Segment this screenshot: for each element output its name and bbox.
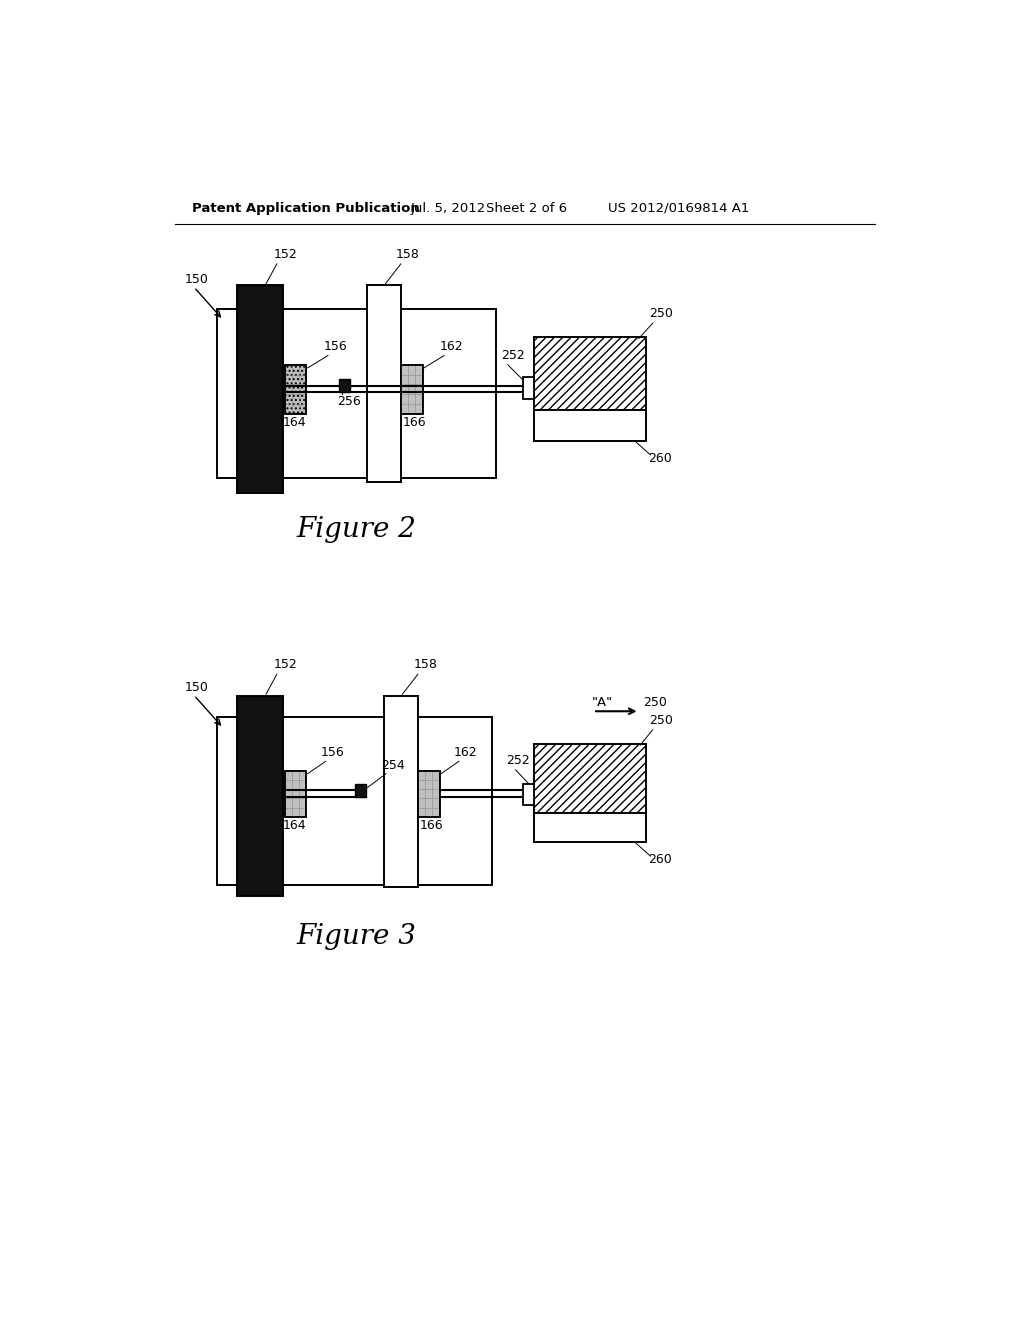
Text: 250: 250 xyxy=(643,696,668,709)
Text: 150: 150 xyxy=(184,273,209,286)
Text: 256: 256 xyxy=(337,395,361,408)
Text: 152: 152 xyxy=(273,248,297,261)
Text: 166: 166 xyxy=(420,818,443,832)
Text: 252: 252 xyxy=(506,754,530,767)
Bar xyxy=(523,378,535,399)
Text: 162: 162 xyxy=(439,341,463,354)
Text: 164: 164 xyxy=(283,416,306,429)
Text: 164: 164 xyxy=(283,818,306,832)
Bar xyxy=(285,771,306,817)
Text: Sheet 2 of 6: Sheet 2 of 6 xyxy=(486,202,567,215)
Text: Figure 3: Figure 3 xyxy=(297,923,417,949)
Bar xyxy=(237,696,283,896)
Text: 152: 152 xyxy=(273,659,297,671)
Text: 260: 260 xyxy=(648,853,672,866)
Bar xyxy=(285,771,306,817)
Text: 156: 156 xyxy=(324,341,347,354)
Bar xyxy=(339,379,349,392)
Text: 260: 260 xyxy=(648,451,672,465)
Bar xyxy=(285,364,306,414)
Bar xyxy=(535,411,646,441)
Text: 150: 150 xyxy=(184,681,209,694)
Text: Jul. 5, 2012: Jul. 5, 2012 xyxy=(411,202,486,215)
Bar xyxy=(285,364,306,414)
Text: Figure 2: Figure 2 xyxy=(297,516,417,543)
Text: US 2012/0169814 A1: US 2012/0169814 A1 xyxy=(608,202,750,215)
Text: 252: 252 xyxy=(502,348,525,362)
Bar xyxy=(535,743,646,813)
Bar xyxy=(217,717,493,884)
Text: 162: 162 xyxy=(454,746,477,759)
Text: 250: 250 xyxy=(649,714,674,726)
Bar xyxy=(217,309,496,478)
Bar xyxy=(400,364,423,414)
Text: 156: 156 xyxy=(321,746,344,759)
Bar xyxy=(355,784,366,797)
Text: "A": "A" xyxy=(592,696,612,709)
Bar xyxy=(535,813,646,842)
Bar xyxy=(400,364,423,414)
Bar xyxy=(237,285,283,494)
Bar xyxy=(523,784,535,805)
Text: 254: 254 xyxy=(381,759,406,772)
Text: Patent Application Publication: Patent Application Publication xyxy=(191,202,419,215)
Text: 158: 158 xyxy=(414,659,437,671)
Bar xyxy=(384,696,418,887)
Bar xyxy=(418,771,439,817)
Bar xyxy=(367,285,400,482)
Bar xyxy=(418,771,439,817)
Text: 158: 158 xyxy=(396,248,420,261)
Bar xyxy=(535,337,646,411)
Text: 250: 250 xyxy=(649,308,674,321)
Text: 166: 166 xyxy=(402,416,426,429)
